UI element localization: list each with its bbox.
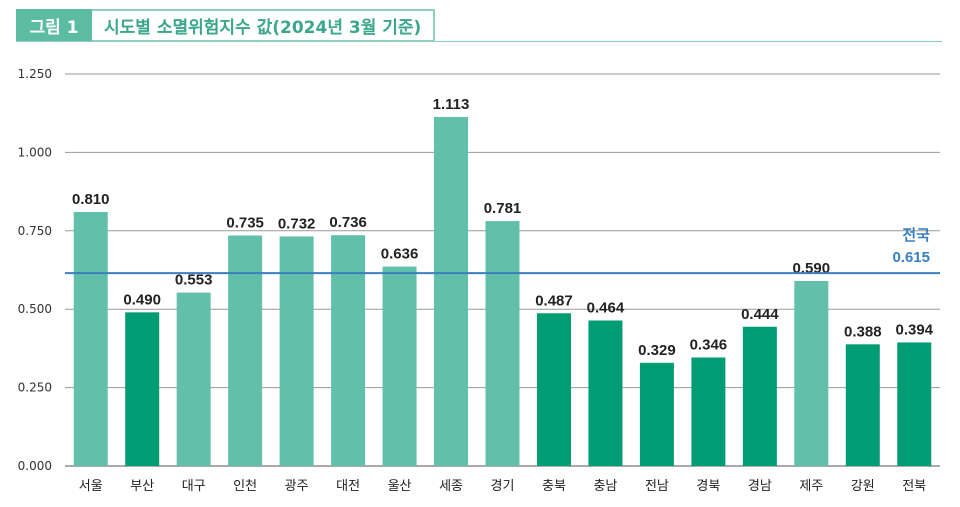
y-tick-label: 0.000 [18,459,52,473]
bar [845,344,880,466]
value-label: 0.394 [895,321,933,338]
x-tick-label: 세종 [439,479,463,494]
bar [228,235,263,466]
x-tick-label: 광주 [285,479,309,494]
value-label: 0.487 [535,292,573,309]
y-tick-label: 0.750 [18,224,52,238]
x-tick-label: 강원 [851,479,875,494]
value-label: 0.736 [329,214,367,231]
figure-number: 그림 1 [16,9,92,42]
bar [639,362,674,466]
value-label: 0.810 [72,191,110,208]
bar [176,292,211,466]
bar [485,221,520,466]
value-label: 0.490 [123,291,161,308]
value-label: 0.636 [381,246,419,263]
bar [897,342,932,466]
value-label: 0.444 [741,306,779,323]
value-label: 0.590 [793,260,831,277]
x-tick-label: 충북 [542,479,566,494]
x-tick-label: 서울 [79,479,103,494]
x-tick-label: 경북 [696,479,720,494]
bar [536,313,571,466]
value-label: 0.329 [638,342,676,359]
bar [691,357,726,466]
x-tick-label: 부산 [130,479,154,494]
bar [331,235,366,466]
y-tick-label: 0.250 [18,381,52,395]
x-tick-label: 인천 [233,479,257,494]
y-tick-label: 1.250 [18,67,52,81]
value-label: 0.553 [175,272,213,289]
reference-line-value: 0.615 [892,249,930,266]
header-divider [16,41,942,42]
x-tick-label: 대구 [182,479,206,494]
bar [742,326,777,466]
value-label: 0.732 [278,215,316,232]
value-label: 0.735 [226,215,264,232]
reference-line-name: 전국 [902,227,930,244]
y-tick-label: 0.500 [18,302,52,316]
x-tick-label: 경남 [748,479,772,494]
x-tick-label: 대전 [336,479,360,494]
bar [279,236,314,466]
x-tick-label: 충남 [593,479,617,494]
x-tick-label: 경기 [491,479,515,494]
x-tick-label: 제주 [799,479,823,494]
value-label: 1.113 [433,96,470,113]
bar [125,312,160,466]
value-label: 0.346 [690,336,728,353]
bar [382,266,417,466]
value-label: 0.388 [844,323,882,340]
value-label: 0.781 [484,200,522,217]
x-tick-label: 전남 [645,479,669,494]
value-label: 0.464 [587,299,625,316]
bar [588,320,623,466]
bar [794,280,829,466]
x-tick-label: 울산 [388,479,412,494]
bar [434,116,469,467]
y-tick-label: 1.000 [18,145,52,159]
x-tick-label: 전북 [902,479,926,494]
bar [73,211,108,466]
